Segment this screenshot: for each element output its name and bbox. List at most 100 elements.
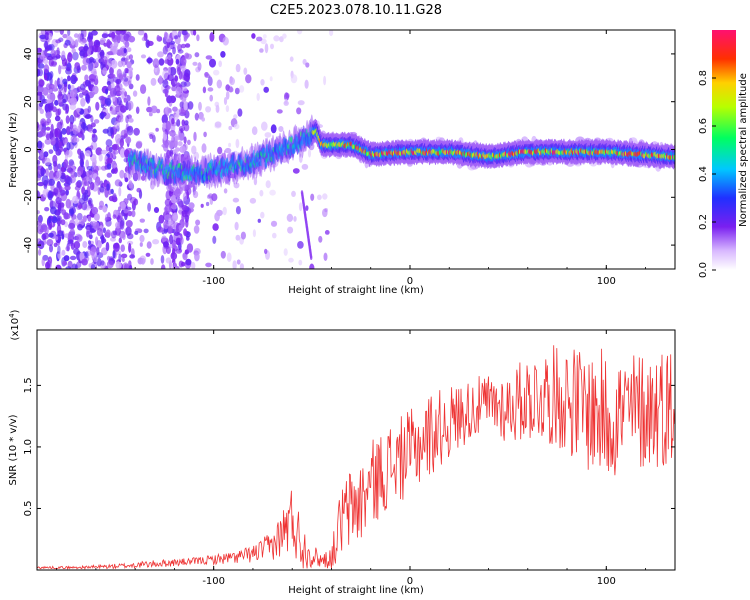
- spectrogram-cell: [50, 137, 56, 146]
- spectrogram-cell: [188, 202, 195, 209]
- spectrogram-cell: [121, 257, 125, 262]
- spectrogram-cell: [39, 92, 43, 101]
- spectrogram-cell: [105, 241, 110, 252]
- spectrogram-cell: [123, 48, 127, 54]
- spectrogram-cell: [61, 50, 66, 61]
- spectrogram-cell: [119, 90, 125, 95]
- spectrogram-cell: [146, 241, 152, 249]
- spectrogram-cell: [48, 178, 55, 186]
- spectrogram-cell: [176, 119, 181, 127]
- spectrogram-cell: [304, 79, 309, 89]
- spectrogram-cell: [214, 121, 222, 128]
- spectrogram-cell: [60, 219, 66, 226]
- spectrogram-cell: [106, 255, 111, 261]
- spectrogram-cell: [119, 47, 124, 56]
- spectrogram-cell: [140, 54, 147, 59]
- spectrogram-cell: [57, 84, 62, 90]
- spectrogram-cell: [59, 174, 67, 183]
- spectrogram-cell: [41, 257, 45, 267]
- y-tick-label: 0: [23, 146, 34, 152]
- spectrogram-cell: [37, 240, 45, 250]
- spectrogram-cell: [135, 74, 140, 81]
- spectrogram-cell: [173, 35, 179, 40]
- spectrogram-cell: [63, 159, 69, 169]
- spectrogram-cell: [90, 141, 98, 151]
- spectrogram-cell: [66, 142, 71, 151]
- spectrogram-cell: [228, 125, 233, 131]
- spectrogram-cell: [50, 184, 55, 191]
- spectrogram-x-label: Height of straight line (km): [288, 285, 424, 296]
- spectrogram-cell: [57, 89, 62, 98]
- spectrogram-cell: [60, 192, 68, 202]
- spectrogram-cell: [74, 264, 78, 269]
- spectrogram-cell: [55, 197, 62, 205]
- spectrogram-cell: [101, 247, 108, 256]
- spectrogram-cell: [204, 72, 209, 77]
- spectrogram-cell: [220, 51, 226, 58]
- spectrogram-cell: [68, 231, 72, 240]
- spectrogram-cell: [65, 246, 70, 252]
- spectrogram-cell: [133, 127, 140, 136]
- spectrogram-cell: [193, 225, 200, 234]
- spectrogram-cell: [58, 141, 62, 149]
- spectrogram-cell: [220, 250, 226, 259]
- spectrogram-cell: [91, 133, 96, 138]
- snr-frame: [36, 329, 676, 571]
- spectrogram-cell: [48, 164, 53, 171]
- spectrogram-cell: [118, 186, 122, 197]
- spectrogram-cell: [160, 255, 165, 264]
- spectrogram-cell: [224, 147, 232, 154]
- spectrogram-cell: [76, 234, 83, 242]
- spectrogram-cell: [93, 119, 100, 124]
- spectrogram-cell: [87, 48, 91, 57]
- spectrogram-cell: [93, 213, 100, 221]
- spectrogram-cell: [259, 48, 264, 53]
- spectrogram-cell: [37, 140, 43, 149]
- spectrogram-cell: [228, 86, 234, 93]
- spectrogram-cell: [90, 221, 97, 226]
- spectrogram-cell: [140, 84, 147, 94]
- spectrogram-cell: [150, 77, 157, 86]
- snr-y-ticks: 0.5 1.0 1.5: [23, 377, 675, 516]
- spectrogram-cell: [180, 56, 187, 66]
- spectrogram-cell: [184, 120, 189, 126]
- spectrogram-cell: [317, 194, 322, 201]
- spectrogram-cell: [322, 193, 328, 200]
- spectrogram-cell: [102, 67, 108, 75]
- spectrogram-cell: [92, 162, 96, 168]
- spectrogram-cell: [89, 91, 96, 96]
- spectrogram-cell: [115, 30, 122, 35]
- spectrogram-cell: [127, 193, 133, 201]
- spectrogram-heatmap: [37, 30, 675, 269]
- spectrogram-cell: [95, 147, 103, 156]
- snr-plot-area: [37, 330, 675, 570]
- spectrogram-cell: [184, 152, 188, 158]
- spectrogram-cell: [309, 263, 315, 269]
- spectrogram-cell: [87, 215, 92, 222]
- spectrogram-cell: [147, 96, 151, 106]
- spectrogram-cell: [126, 125, 134, 136]
- spectrogram-cell: [44, 138, 52, 145]
- spectrogram-cell: [283, 100, 289, 106]
- spectrogram-cell: [65, 115, 70, 124]
- spectrogram-cell: [182, 192, 188, 202]
- spectrogram-cell: [81, 258, 88, 266]
- spectrogram-cell: [152, 239, 160, 245]
- spectrogram-cell: [198, 101, 202, 111]
- spectrogram-cell: [305, 62, 310, 68]
- spectrogram-cell: [54, 128, 59, 138]
- spectrogram-cell: [45, 133, 51, 140]
- spectrogram-cell: [81, 64, 87, 71]
- spectrogram-cell: [70, 242, 75, 250]
- spectrogram-cell: [112, 45, 118, 55]
- spectrogram-cell: [160, 264, 166, 269]
- spectrogram-cell: [249, 197, 257, 204]
- spectrogram-cell: [149, 133, 154, 140]
- snr-y-label: SNR (10 * v/v): [8, 414, 19, 485]
- spectrogram-cell: [171, 203, 178, 210]
- spectrogram-cell: [65, 266, 72, 269]
- spectrogram-cell: [235, 234, 241, 241]
- spectrogram-cell: [55, 142, 59, 150]
- spectrogram-cell: [181, 119, 186, 127]
- spectrogram-cell: [145, 252, 151, 257]
